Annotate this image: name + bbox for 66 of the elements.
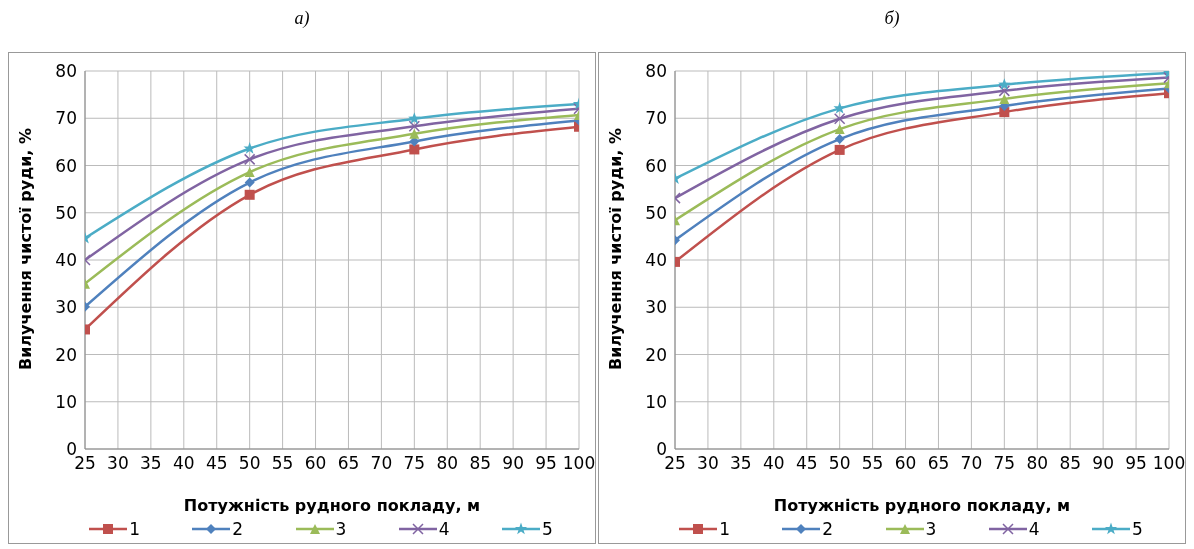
y-tick-label: 40 [55,250,77,271]
x-tick-label: 80 [1026,453,1049,474]
y-tick-label: 40 [645,250,667,271]
x-tick-label: 40 [172,453,195,474]
legend-label: 5 [541,519,553,539]
legend-label: 1 [129,519,140,539]
x-tick-label: 60 [894,453,917,474]
y-axis-title: Вилучення чистої руди, % [15,127,35,370]
x-tick-label: 80 [436,453,459,474]
x-tick-label: 100 [562,453,596,474]
y-tick-label: 20 [645,344,667,365]
x-tick-label: 30 [697,453,719,474]
y-tick-label: 60 [55,155,77,176]
x-tick-label: 45 [795,453,818,474]
x-tick-label: 75 [403,453,426,474]
x-tick-label: 90 [502,453,524,474]
y-tick-label: 20 [55,344,77,365]
y-tick-label: 0 [66,439,77,460]
legend-label: 3 [925,519,937,539]
y-tick-label: 60 [645,155,667,176]
x-tick-label: 70 [370,453,393,474]
x-tick-label: 50 [828,453,851,474]
x-tick-label: 50 [238,453,261,474]
x-tick-label: 65 [337,453,360,474]
y-tick-label: 80 [55,61,77,82]
x-tick-label: 90 [1092,453,1114,474]
y-tick-label: 10 [645,391,667,412]
y-tick-label: 70 [645,108,667,129]
x-tick-label: 85 [469,453,492,474]
legend-label: 2 [232,519,244,539]
x-tick-label: 35 [140,453,162,474]
x-tick-label: 35 [730,453,752,474]
x-tick-label: 100 [1152,453,1186,474]
y-tick-label: 50 [55,202,77,223]
y-axis-title: Вилучення чистої руди, % [605,127,625,370]
x-tick-label: 95 [535,453,557,474]
x-tick-label: 75 [993,453,1016,474]
y-tick-label: 30 [645,297,667,318]
x-tick-label: 25 [74,453,96,474]
legend-label: 1 [719,519,730,539]
y-tick-label: 50 [645,202,667,223]
y-tick-label: 0 [656,439,667,460]
chart-title: б) [883,8,901,30]
chart-title: а) [293,8,311,30]
x-tick-label: 55 [861,453,884,474]
y-tick-label: 70 [55,108,77,129]
legend-label: 4 [1028,519,1040,539]
x-tick-label: 25 [664,453,686,474]
x-axis-title: Потужність рудного покладу, м [183,496,481,515]
legend-label: 5 [1131,519,1143,539]
legend-label: 2 [822,519,834,539]
y-tick-label: 80 [645,61,667,82]
x-tick-label: 30 [107,453,129,474]
x-tick-label: 65 [927,453,950,474]
y-tick-label: 10 [55,391,77,412]
x-tick-label: 95 [1125,453,1147,474]
x-tick-label: 60 [304,453,327,474]
legend-label: 3 [335,519,347,539]
x-tick-label: 40 [762,453,785,474]
x-tick-label: 45 [205,453,228,474]
x-tick-label: 85 [1059,453,1082,474]
x-tick-label: 55 [271,453,294,474]
x-axis-title: Потужність рудного покладу, м [773,496,1071,515]
legend-label: 4 [438,519,450,539]
y-tick-label: 30 [55,297,77,318]
x-tick-label: 70 [960,453,983,474]
